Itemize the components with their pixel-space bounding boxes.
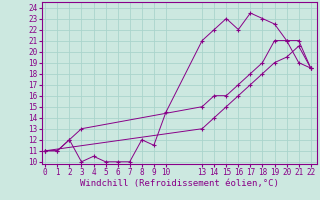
X-axis label: Windchill (Refroidissement éolien,°C): Windchill (Refroidissement éolien,°C) <box>80 179 279 188</box>
